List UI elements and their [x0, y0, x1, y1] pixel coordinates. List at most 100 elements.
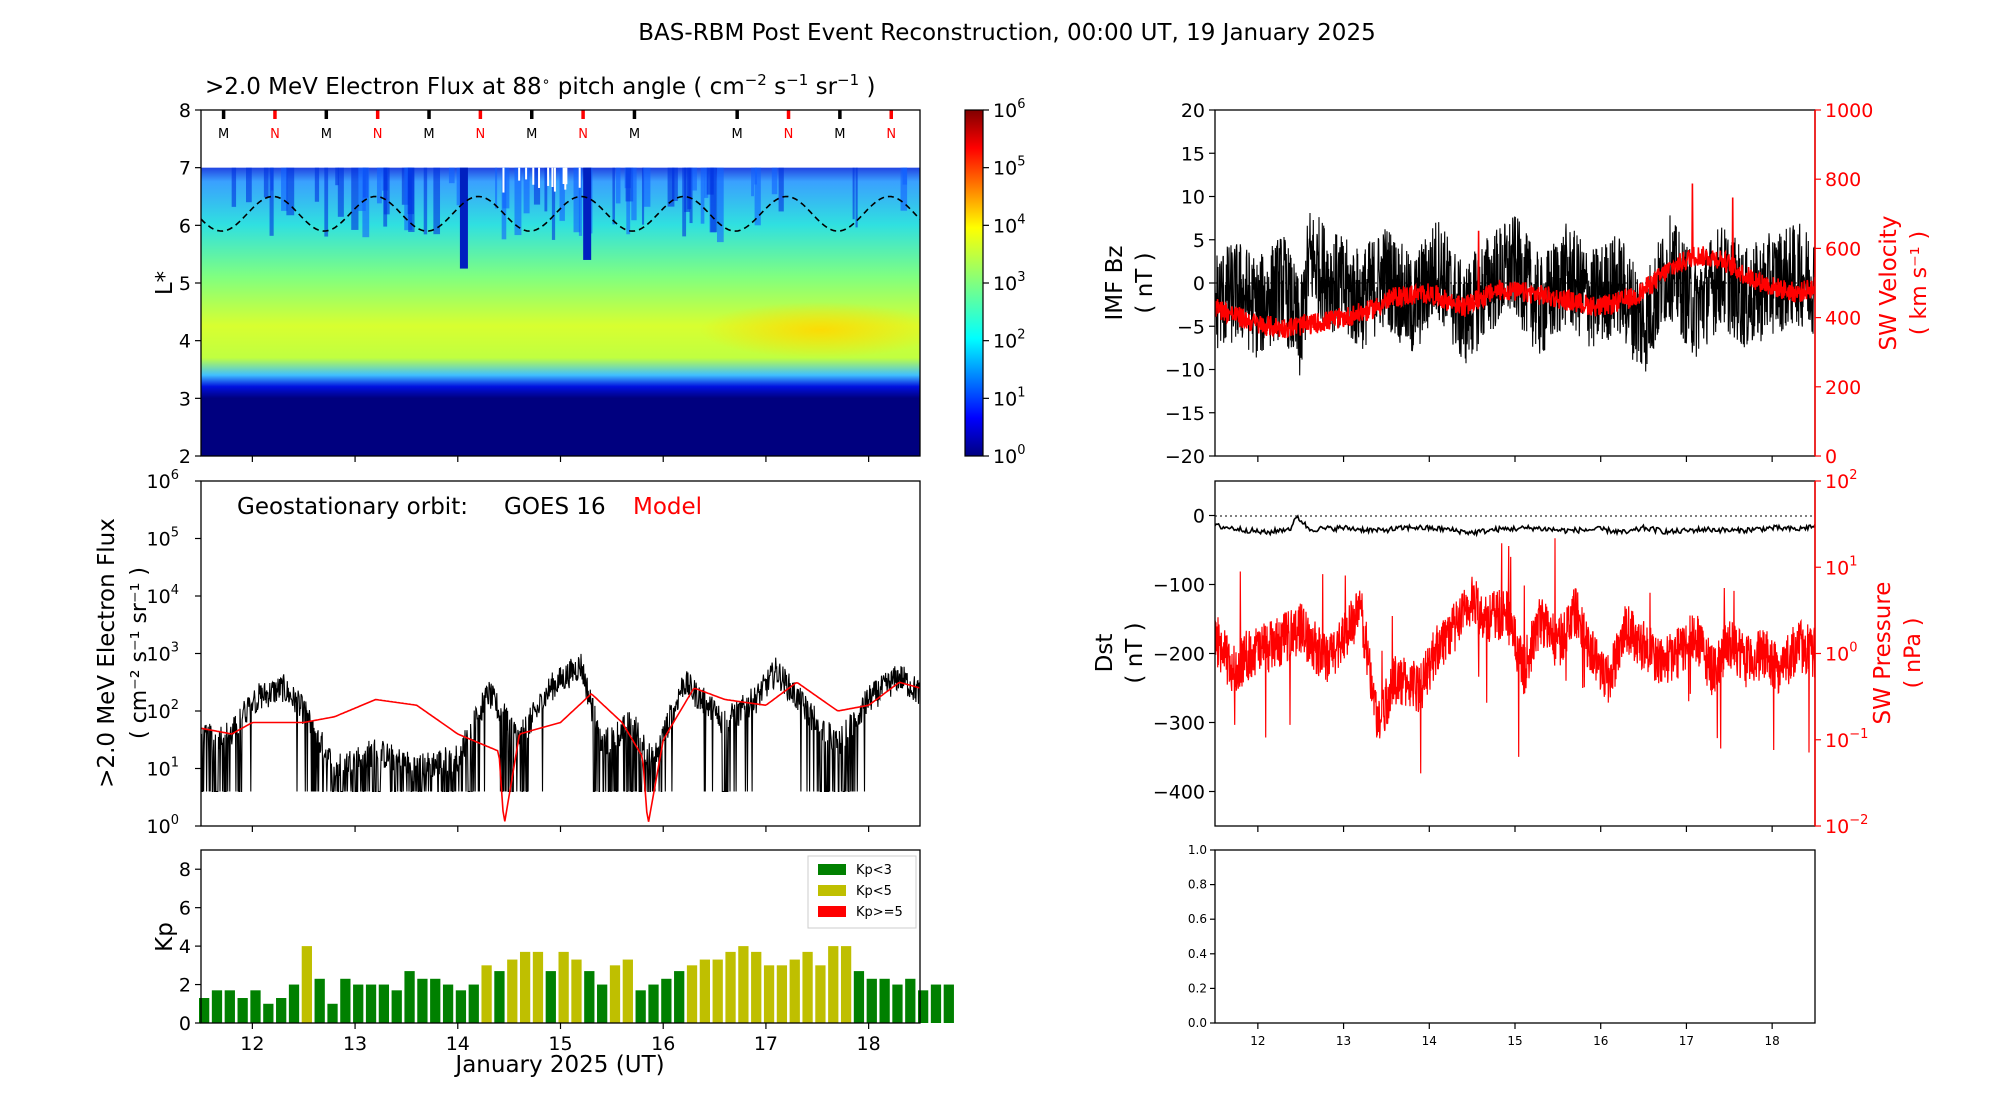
kp-bar [661, 978, 672, 1023]
x-tick-label: 16 [651, 1033, 675, 1055]
kp-bar [391, 990, 402, 1023]
flux-streak [855, 167, 858, 228]
kp-bar [892, 984, 903, 1023]
kp-bar [314, 978, 325, 1023]
flux-streak [900, 167, 908, 211]
flux-streak [263, 167, 269, 198]
flux-streak [691, 167, 697, 191]
y-tick-label: 2 [179, 446, 191, 468]
y-tick-label: 3 [179, 388, 191, 410]
y-tick-label: −5 [1177, 316, 1205, 338]
imf-y-ticks: −20 −15 −10 −5 0 5 10 15 20 [1165, 100, 1215, 468]
y-tick-label: 8 [179, 100, 191, 122]
unit-exp-sr: −1 [837, 71, 859, 89]
kp-bar [648, 984, 659, 1023]
y2-tick-label: 0 [1825, 446, 1837, 468]
flux-streak [710, 167, 718, 233]
y-tick-label: 0.2 [1188, 981, 1207, 995]
empty-x-ticks: 12 13 14 15 16 17 18 [1250, 1023, 1780, 1048]
y-tick-label: 1.0 [1188, 843, 1207, 857]
flux-streak [631, 167, 637, 221]
kp-bar [763, 965, 775, 1023]
data-gap [564, 167, 567, 190]
y-tick-label: 7 [179, 158, 191, 180]
flux-streak [231, 167, 237, 207]
flux-streak [533, 167, 541, 205]
flux-streak [687, 167, 692, 210]
flux-streak [559, 167, 565, 221]
flux-streak [269, 167, 274, 236]
imf-ylabel-line2: ( nT ) [1132, 252, 1158, 313]
kp-bar [802, 951, 813, 1023]
heatmap-ylabel: L* [152, 271, 178, 295]
flux-heatmap-panel: >2.0 MeV Electron Flux at 88∘ pitch angl… [152, 71, 1025, 468]
orbit-marker-label: N [886, 127, 896, 142]
flux-streak [700, 167, 705, 224]
x-tick-label: 12 [1250, 1034, 1265, 1048]
flux-streak [672, 167, 678, 201]
goes-ylabel-line1: >2.0 MeV Electron Flux [94, 518, 120, 788]
kp-bar [789, 959, 800, 1023]
y-tick-label: 4 [179, 936, 191, 958]
kp-legend: Kp<3 Kp<5 Kp>=5 [807, 855, 917, 929]
flux-streak [314, 167, 320, 202]
flux-dropout [583, 167, 592, 260]
y2-tick-label: 10−2 [1825, 813, 1868, 838]
kp-bar [468, 984, 479, 1023]
kp-bar [558, 951, 569, 1023]
kp-bar [584, 971, 595, 1023]
flux-streak [544, 167, 548, 212]
heatmap-hotspot [700, 302, 920, 358]
y-tick-label: 20 [1181, 100, 1205, 122]
kp-bar [635, 990, 646, 1023]
flux-streak [704, 167, 709, 198]
dst-y2-ticks: 10−2 10−1 100 101 102 [1814, 468, 1868, 838]
lstar-contour-dashed [201, 195, 920, 232]
kp-bar [853, 971, 865, 1023]
dst-ylabel-line2: ( nT ) [1122, 622, 1148, 683]
y-tick-label: 0.0 [1188, 1016, 1207, 1030]
flux-streak [902, 167, 908, 185]
x-tick-label: 13 [343, 1033, 367, 1055]
unit-exp-cm: −2 [745, 71, 767, 89]
flux-streak [706, 167, 714, 195]
data-gap [502, 167, 505, 193]
flux-streak [771, 167, 778, 195]
goes-annotation-prefix: Geostationary orbit: [237, 494, 468, 520]
kp-bar [840, 946, 852, 1023]
kp-bars [199, 946, 954, 1023]
colorbar-tick-label: 106 [993, 97, 1025, 122]
flux-streak [754, 167, 757, 185]
kp-bar [699, 959, 711, 1023]
flux-streak [852, 167, 855, 220]
kp-bar [866, 978, 877, 1023]
imf-panel: −20 −15 −10 −5 0 5 10 15 20 0 200 400 600 800 1000 IM… [1102, 100, 1932, 468]
y-tick-label: 101 [147, 756, 179, 781]
kp-bar [519, 951, 531, 1023]
flux-streak [362, 167, 370, 238]
orbit-marker-label: N [476, 127, 486, 142]
y2-tick-label: 200 [1825, 377, 1861, 399]
empty-panel: 0.0 0.2 0.4 0.6 0.8 1.0 12 13 14 15 16 17 18 [1188, 843, 1816, 1048]
y-tick-label: −100 [1153, 575, 1205, 597]
y-tick-label: 0.6 [1188, 912, 1207, 926]
dst-ylabel-line1: Dst [1092, 634, 1118, 673]
y-tick-label: 2 [179, 975, 191, 997]
orbit-marker-label: M [629, 127, 640, 142]
flux-streak [667, 167, 675, 207]
orbit-marker-label: N [784, 127, 794, 142]
data-gap [553, 167, 556, 192]
imf-x-ticks [1257, 456, 1773, 462]
y-tick-label: 105 [147, 526, 179, 551]
imf-bz-line [1215, 212, 1815, 376]
x-tick-label: 17 [1679, 1034, 1694, 1048]
unit-exp-s: −1 [786, 71, 808, 89]
colorbar [964, 109, 984, 457]
colorbar-tick-label: 103 [993, 270, 1025, 295]
goes-ylabel-line2: ( cm⁻² s⁻¹ sr⁻¹ ) [127, 567, 152, 739]
kp-bar [918, 990, 929, 1023]
